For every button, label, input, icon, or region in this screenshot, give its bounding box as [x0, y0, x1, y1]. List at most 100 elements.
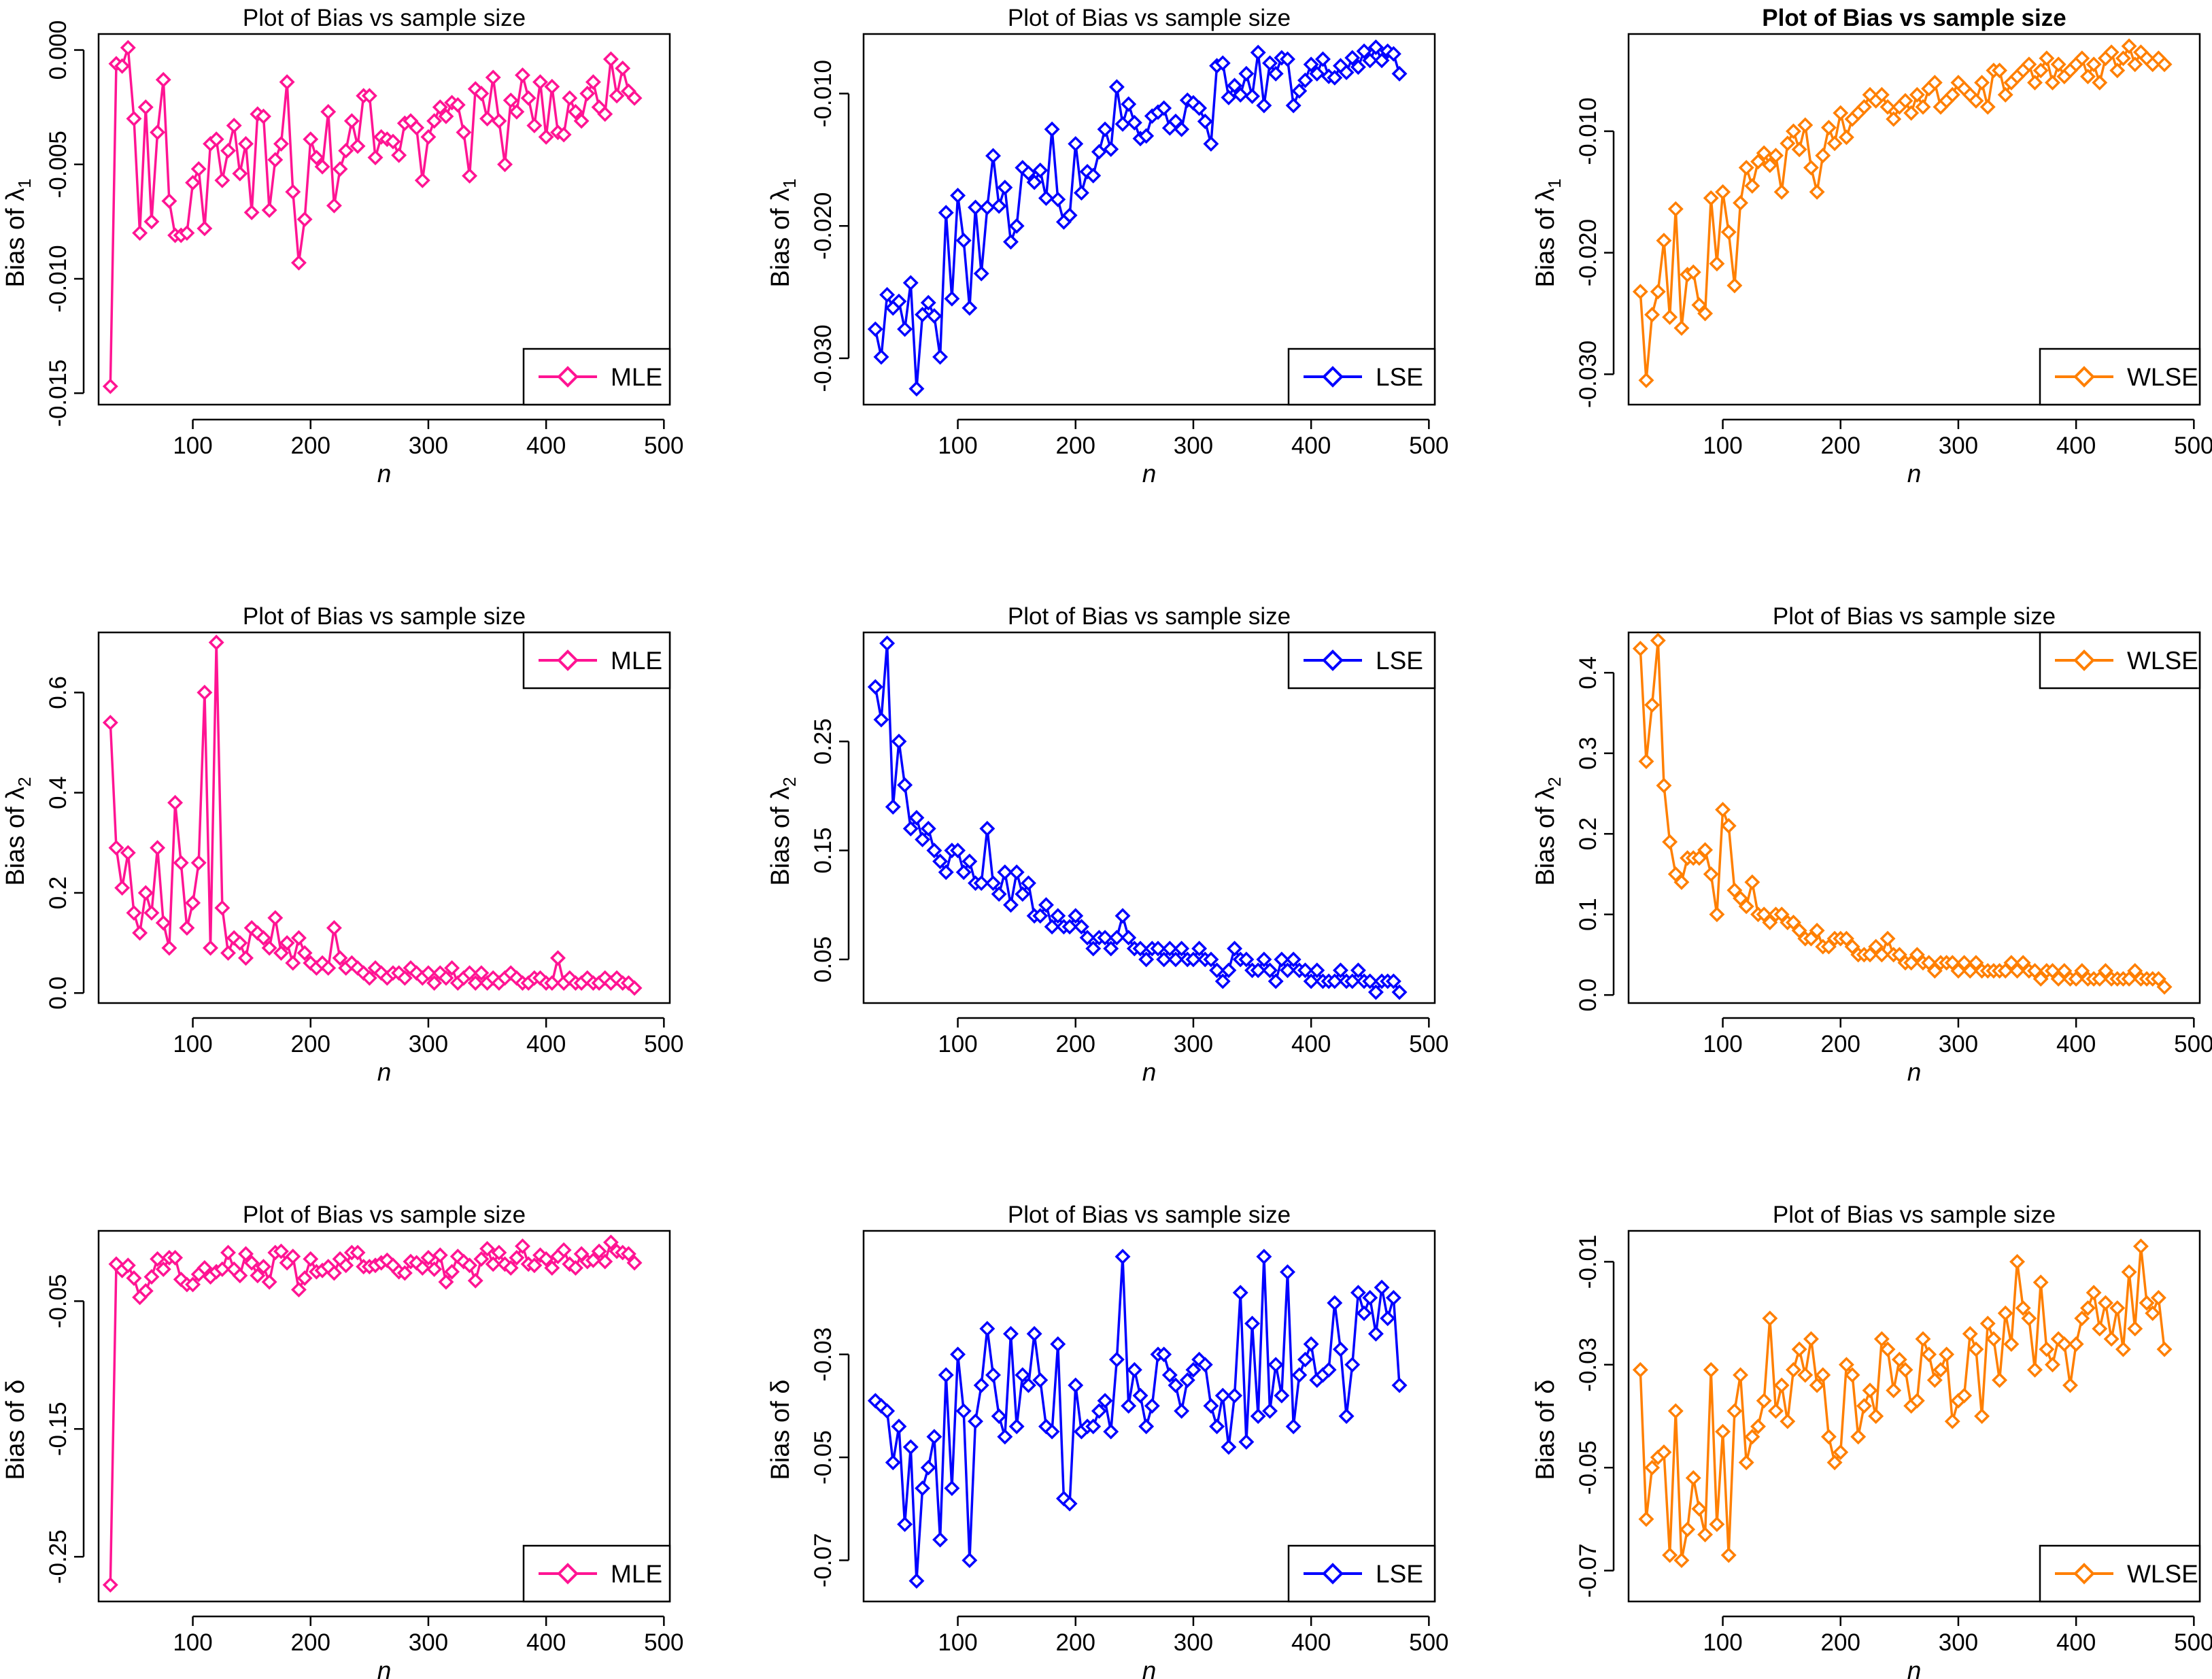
data-point: [515, 67, 530, 84]
data-point: [1050, 1336, 1066, 1353]
data-point: [273, 136, 289, 152]
chart-title: Plot of Bias vs sample size: [1008, 603, 1291, 630]
data-point: [879, 286, 896, 303]
x-tick-label: 500: [2174, 1031, 2212, 1057]
data-point: [1073, 185, 1089, 201]
y-axis-label: Bias of λ2: [1, 777, 35, 885]
data-point: [1050, 191, 1066, 207]
data-point: [102, 715, 118, 731]
y-axis-label-subscript: 2: [14, 777, 35, 786]
y-tick-label: -0.03: [1575, 1338, 1601, 1392]
data-point: [1044, 121, 1060, 137]
data-point: [1061, 207, 1078, 224]
data-point: [320, 103, 337, 120]
data-point: [126, 111, 142, 126]
y-tick-label: -0.25: [45, 1529, 71, 1584]
data-point: [573, 113, 590, 129]
data-point: [2127, 56, 2143, 73]
x-tick-label: 300: [1174, 1629, 1213, 1656]
data-point: [2056, 963, 2073, 979]
data-point: [1697, 305, 1714, 322]
data-point: [979, 1321, 996, 1337]
x-axis-label: n: [377, 1657, 392, 1679]
x-tick-label: 200: [291, 1031, 330, 1057]
data-point: [190, 161, 207, 177]
data-point: [538, 1251, 554, 1267]
y-tick-label: -0.005: [45, 131, 71, 198]
data-point: [1644, 697, 1661, 713]
data-point: [1891, 947, 1907, 963]
data-point: [602, 51, 619, 67]
chart-panel-3: Plot of Bias vs sample size 100 200 300 400 5…: [1531, 5, 2212, 488]
data-point: [1314, 51, 1331, 67]
data-point: [438, 108, 454, 124]
data-point: [1968, 92, 1984, 109]
data-point: [1191, 940, 1208, 957]
data-point: [973, 1377, 989, 1393]
x-tick-label: 200: [1056, 1629, 1095, 1656]
data-point: [197, 1260, 213, 1276]
data-point: [1650, 284, 1666, 300]
data-point: [1203, 1397, 1219, 1414]
data-point: [562, 90, 578, 106]
y-axis-label: Bias of λ1: [1531, 178, 1565, 287]
data-point: [491, 113, 507, 129]
data-point: [602, 1234, 619, 1251]
data-point: [462, 965, 478, 981]
data-point: [197, 220, 213, 237]
data-point: [968, 1413, 984, 1429]
data-point: [1726, 277, 1743, 294]
data-point: [350, 138, 366, 154]
data-point: [1803, 1331, 1819, 1347]
data-point: [1073, 919, 1089, 935]
data-point: [1185, 951, 1202, 968]
data-point: [908, 810, 925, 826]
data-point: [226, 118, 242, 134]
data-point: [1709, 256, 1725, 272]
data-point: [1250, 44, 1266, 61]
data-point: [950, 1346, 966, 1363]
data-point: [220, 945, 236, 961]
data-point: [1750, 154, 1766, 170]
data-point: [973, 875, 989, 892]
data-point: [915, 307, 931, 323]
data-point: [1003, 1325, 1019, 1342]
data-point: [426, 1261, 443, 1277]
data-point: [979, 199, 996, 216]
data-point: [503, 92, 519, 109]
y-tick-label: -0.05: [1575, 1440, 1601, 1495]
legend-marker-icon: [557, 1563, 579, 1584]
data-point: [1838, 129, 1854, 146]
data-point: [432, 99, 448, 116]
data-point: [137, 885, 154, 901]
chart-title: Plot of Bias vs sample size: [243, 1202, 526, 1228]
data-point: [1856, 99, 1872, 115]
data-point: [1015, 886, 1031, 902]
data-point: [479, 1240, 496, 1257]
data-point: [626, 1255, 643, 1271]
data-point: [1391, 984, 1408, 1000]
y-axis-label-prefix: Bias of: [766, 201, 795, 288]
data-point: [2027, 75, 2043, 90]
data-point: [238, 136, 254, 152]
data-point: [544, 78, 560, 95]
data-point: [290, 254, 307, 271]
data-point: [503, 1260, 519, 1276]
data-point: [114, 880, 131, 896]
data-point: [1868, 1408, 1884, 1424]
y-axis-label: Bias of δ: [766, 1380, 795, 1480]
data-point: [2086, 1285, 2102, 1301]
chart-title: Plot of Bias vs sample size: [1773, 603, 2056, 630]
data-point: [243, 204, 260, 220]
data-point: [1726, 882, 1743, 898]
data-point: [1809, 922, 1825, 938]
y-axis-label: Bias of δ: [1, 1380, 30, 1480]
data-point: [1756, 145, 1772, 161]
chart-title: Plot of Bias vs sample size: [1762, 5, 2066, 31]
data-point: [1809, 1377, 1825, 1393]
data-point: [420, 129, 437, 145]
data-point: [902, 1439, 919, 1455]
data-point: [1303, 56, 1319, 73]
data-point: [1291, 83, 1308, 99]
y-axis-label-subscript: 1: [14, 178, 35, 188]
